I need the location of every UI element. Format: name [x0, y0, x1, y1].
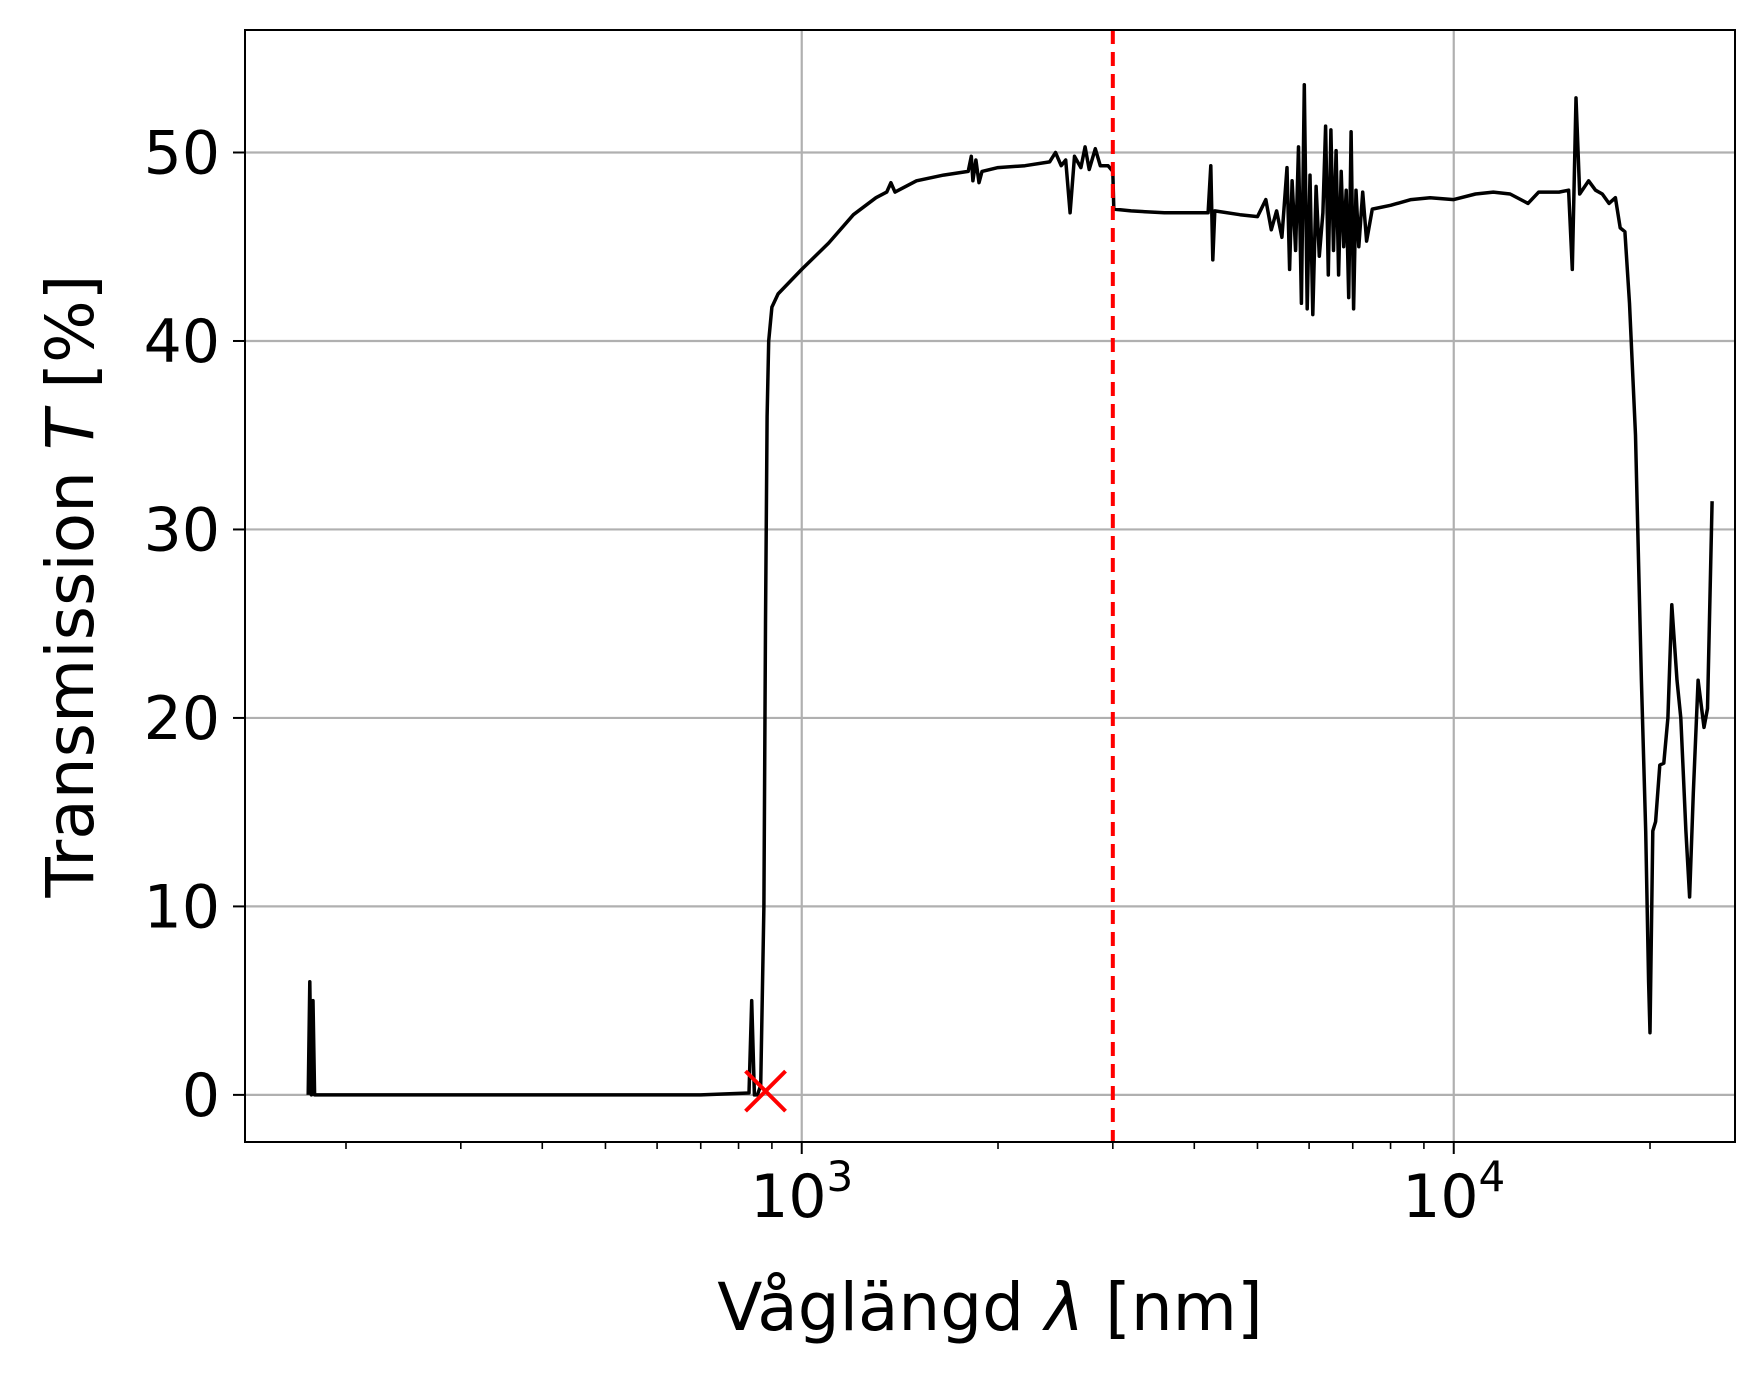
y-tick-label: 30	[144, 495, 220, 565]
series-line	[306, 82, 1714, 1097]
y-axis-label: Transmission T [%]	[32, 275, 109, 899]
marker-x	[744, 1069, 787, 1113]
marker-x-stroke	[744, 1069, 787, 1113]
y-tick-label: 40	[144, 307, 220, 377]
x-axis-label: Våglängd λ [nm]	[717, 1269, 1262, 1346]
y-tick-label: 0	[182, 1061, 220, 1131]
axes-frame	[244, 29, 1736, 1143]
y-tick-label: 20	[144, 684, 220, 754]
plot-area	[306, 30, 1714, 1142]
y-tick-label: 10	[144, 872, 220, 942]
ticks: 0 10 20 30 40 50 103 104	[144, 119, 1651, 1232]
y-tick-label: 50	[144, 119, 220, 189]
x-tick-label: 104	[1402, 1152, 1505, 1232]
x-tick-label: 103	[750, 1152, 853, 1232]
